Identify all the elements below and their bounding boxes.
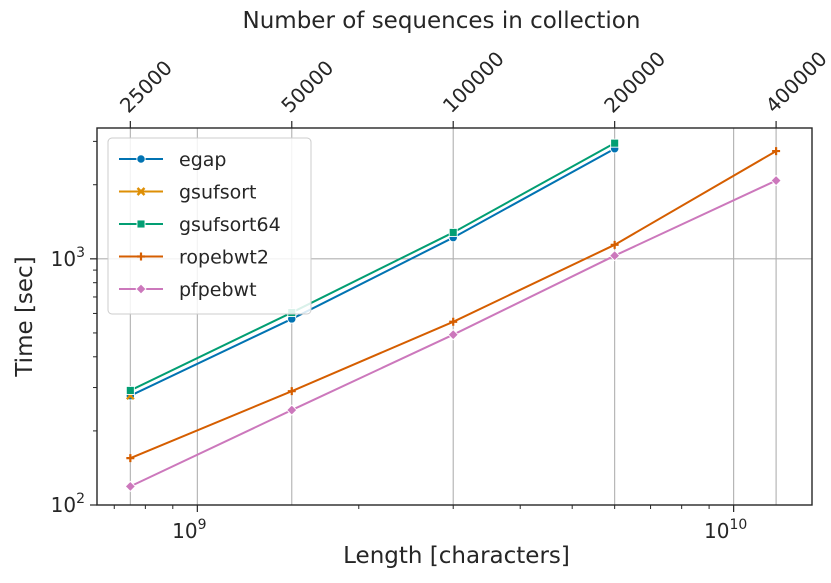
data-point — [448, 227, 458, 237]
top-tick-label: 400000 — [761, 47, 831, 118]
data-point — [124, 480, 136, 493]
legend: egap gsufsort gsufsort64 ropebwt2 pfpebwt — [107, 137, 312, 315]
y-axis-title: Time [sec] — [12, 256, 38, 377]
top-tick-label: 50000 — [276, 56, 338, 118]
data-point — [610, 240, 619, 249]
data-point — [137, 252, 145, 261]
top-tick-label: 200000 — [599, 47, 670, 118]
legend-label-gsufsort: gsufsort — [179, 182, 256, 204]
data-point — [610, 138, 620, 148]
top-tick-label: 100000 — [438, 47, 509, 118]
y-tick-label: 103 — [51, 245, 85, 271]
data-point — [447, 329, 459, 341]
data-point — [136, 154, 146, 164]
plot-frame — [96, 127, 813, 506]
legend-box — [107, 137, 312, 315]
data-point — [125, 385, 135, 395]
top-tick-label: 25000 — [115, 56, 177, 118]
x-axis-title: Length [characters] — [343, 543, 570, 569]
y-tick-label: 102 — [51, 491, 85, 517]
legend-label-gsufsort64: gsufsort64 — [179, 214, 281, 236]
data-point — [135, 283, 147, 295]
data-point — [136, 219, 146, 229]
legend-label-egap: egap — [179, 149, 226, 171]
series-line — [129, 147, 616, 397]
data-point — [136, 187, 146, 196]
top-axis-title: Number of sequences in collection — [243, 8, 641, 34]
series-line — [129, 142, 616, 392]
series-pfpebwt — [124, 174, 782, 493]
data-point — [772, 147, 781, 156]
legend-label-ropebwt2: ropebwt2 — [179, 247, 269, 269]
data-point — [126, 454, 135, 463]
x-tick-label: 1010 — [704, 517, 747, 543]
data-point — [287, 387, 296, 396]
x-tick-label: 109 — [172, 517, 206, 543]
data-point — [449, 317, 458, 326]
series-ropebwt2 — [126, 147, 781, 463]
data-point — [609, 250, 621, 262]
data-point — [770, 174, 782, 187]
legend-label-pfpebwt: pfpebwt — [179, 279, 257, 301]
data-point — [286, 404, 298, 416]
series-layer — [124, 138, 782, 493]
